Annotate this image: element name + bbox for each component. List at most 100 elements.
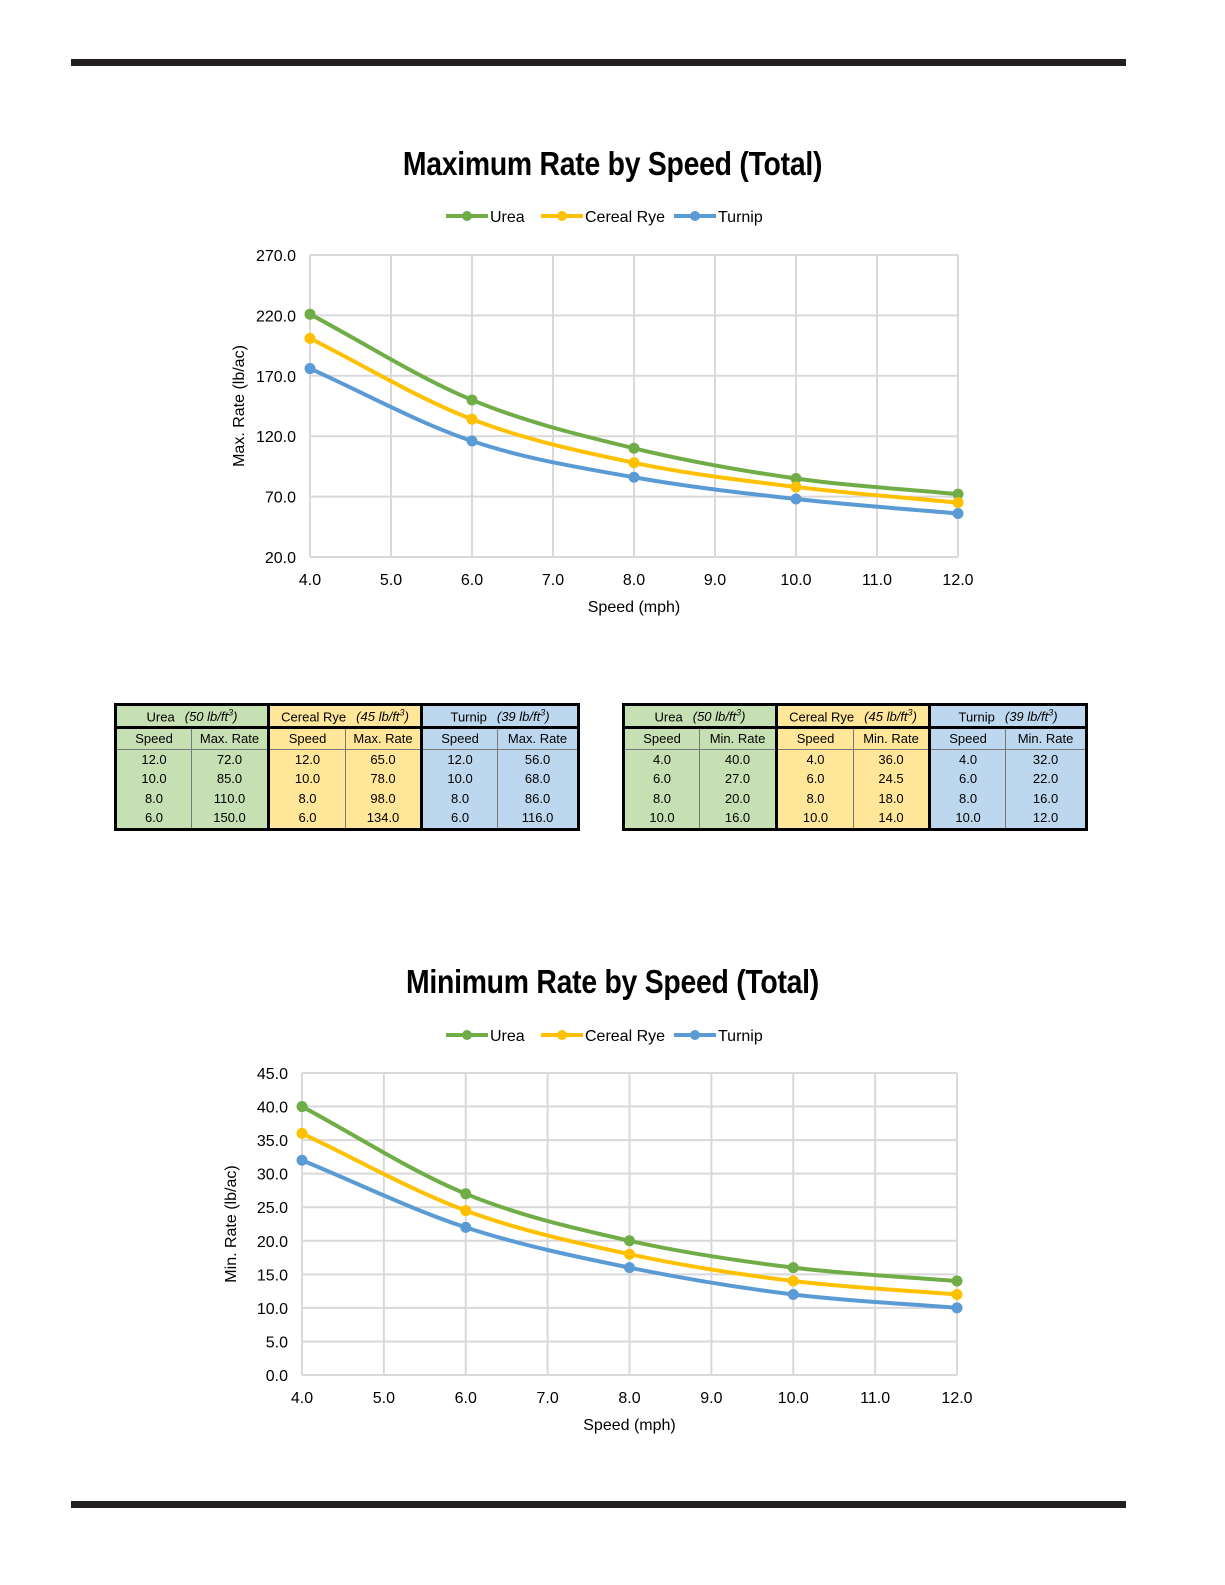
speed-cell: 10.0 <box>267 769 346 789</box>
min-x-tick-label: 6.0 <box>455 1390 477 1407</box>
group-density: 45 lb/ft <box>360 709 400 725</box>
speed-cell: 8.0 <box>928 788 1006 808</box>
min-data-point <box>951 1288 963 1300</box>
max-rate-chart: Urea Cereal Rye Turnip 4.0 5.0 6.0 7.0 8.0 9.0 10… <box>231 209 974 616</box>
rate-cell: 12.0 <box>1005 808 1087 829</box>
max-x-tick-label: 12.0 <box>942 572 973 589</box>
max-rate-table: Urea (50 lb/ft3) Cereal Rye (45 lb/ft3) Tu… <box>114 703 581 831</box>
group-urea: Urea (50 lb/ft3) <box>623 704 777 729</box>
min-legend-entry: Urea <box>446 1028 525 1045</box>
legend-label: Cereal Rye <box>585 209 665 226</box>
max-x-axis-title: Speed (mph) <box>588 599 681 616</box>
min-data-point <box>460 1205 472 1217</box>
col-speed: Speed <box>420 727 498 750</box>
col-speed: Speed <box>775 727 854 750</box>
group-density: 45 lb/ft <box>868 709 908 725</box>
rate-cell: 20.0 <box>698 788 777 808</box>
speed-cell: 10.0 <box>775 808 854 829</box>
max-x-tick-label: 6.0 <box>461 572 483 589</box>
max-y-tick-label: 120.0 <box>256 429 296 446</box>
speed-cell: 12.0 <box>267 749 346 769</box>
max-data-point <box>628 471 640 483</box>
group-cereal-rye: Cereal Rye (45 lb/ft3) <box>267 704 422 729</box>
group-density: 39 lb/ft <box>501 709 541 725</box>
speed-cell: 8.0 <box>420 788 498 808</box>
legend-marker <box>462 211 472 221</box>
min-y-tick-label: 10.0 <box>257 1301 288 1318</box>
min-y-axis-title: Min. Rate (lb/ac) <box>223 1165 240 1282</box>
min-data-point <box>624 1235 635 1247</box>
max-data-point <box>952 497 964 509</box>
col-rate: Min. Rate <box>1005 727 1087 750</box>
speed-cell: 6.0 <box>115 808 192 829</box>
col-rate: Max. Rate <box>497 727 579 750</box>
rate-cell: 56.0 <box>497 749 579 769</box>
rate-cell: 98.0 <box>345 788 422 808</box>
rate-cell: 16.0 <box>1005 788 1087 808</box>
table-row: 8.0 110.0 8.0 98.0 8.0 86.0 <box>115 788 579 808</box>
min-data-point <box>624 1262 635 1274</box>
min-data-point <box>296 1154 308 1166</box>
max-x-tick-label: 11.0 <box>862 572 892 589</box>
min-x-tick-label: 9.0 <box>700 1390 722 1407</box>
max-data-point <box>304 332 316 344</box>
max-data-point <box>790 493 802 505</box>
speed-cell: 8.0 <box>775 788 854 808</box>
speed-cell: 10.0 <box>928 808 1006 829</box>
max-legend-entry: Cereal Rye <box>541 209 665 226</box>
legend-label: Urea <box>490 209 525 226</box>
speed-cell: 4.0 <box>775 749 854 769</box>
min-legend-entry: Cereal Rye <box>541 1028 665 1045</box>
max-x-tick-label: 9.0 <box>704 572 726 589</box>
min-y-tick-label: 0.0 <box>266 1368 288 1385</box>
rate-cell: 36.0 <box>853 749 930 769</box>
legend-marker <box>690 211 700 221</box>
group-name: Cereal Rye <box>789 709 855 725</box>
max-x-tick-label: 4.0 <box>299 572 321 589</box>
speed-cell: 6.0 <box>267 808 346 829</box>
col-rate: Min. Rate <box>698 727 777 750</box>
speed-cell: 6.0 <box>623 769 700 789</box>
group-density: 50 lb/ft <box>189 709 229 725</box>
speed-cell: 8.0 <box>623 788 700 808</box>
min-y-tick-label: 5.0 <box>266 1334 288 1351</box>
rate-cell: 116.0 <box>497 808 579 829</box>
bottom-rule <box>71 1501 1126 1508</box>
table-row: 10.0 85.0 10.0 78.0 10.0 68.0 <box>115 769 579 789</box>
rate-cell: 85.0 <box>190 769 269 789</box>
rate-cell: 86.0 <box>497 788 579 808</box>
min-data-point <box>787 1288 799 1300</box>
max-y-tick-label: 270.0 <box>256 248 296 265</box>
rate-cell: 18.0 <box>853 788 930 808</box>
top-rule <box>71 59 1126 66</box>
speed-cell: 12.0 <box>420 749 498 769</box>
rate-cell: 22.0 <box>1005 769 1087 789</box>
max-data-point <box>952 508 964 520</box>
min-rate-table: Urea (50 lb/ft3) Cereal Rye (45 lb/ft3) Tu… <box>622 703 1089 831</box>
group-density: 50 lb/ft <box>697 709 737 725</box>
table-row: 12.0 72.0 12.0 65.0 12.0 56.0 <box>115 749 579 769</box>
max-data-point <box>790 481 802 493</box>
rate-cell: 110.0 <box>190 788 269 808</box>
legend-marker <box>690 1030 700 1040</box>
rate-cell: 27.0 <box>698 769 777 789</box>
min-y-tick-label: 45.0 <box>257 1066 288 1083</box>
speed-cell: 8.0 <box>267 788 346 808</box>
col-speed: Speed <box>115 727 192 750</box>
table-column-header: Speed Min. Rate Speed Min. Rate Speed Mi… <box>623 727 1087 750</box>
min-data-point <box>624 1248 635 1260</box>
min-x-tick-label: 7.0 <box>537 1390 559 1407</box>
min-rate-chart: Urea Cereal Rye Turnip 4.0 5.0 6.0 7.0 8.0 9.0 10… <box>223 1028 973 1434</box>
max-data-point <box>466 413 478 425</box>
col-speed: Speed <box>267 727 346 750</box>
legend-marker <box>557 211 567 221</box>
speed-cell: 6.0 <box>420 808 498 829</box>
max-data-point <box>790 472 802 484</box>
max-y-tick-label: 70.0 <box>265 490 296 507</box>
rate-cell: 16.0 <box>698 808 777 829</box>
min-data-point <box>460 1221 472 1233</box>
rate-cell: 65.0 <box>345 749 422 769</box>
max-y-tick-label: 220.0 <box>256 308 296 325</box>
speed-cell: 6.0 <box>928 769 1006 789</box>
min-y-tick-label: 20.0 <box>257 1234 288 1251</box>
